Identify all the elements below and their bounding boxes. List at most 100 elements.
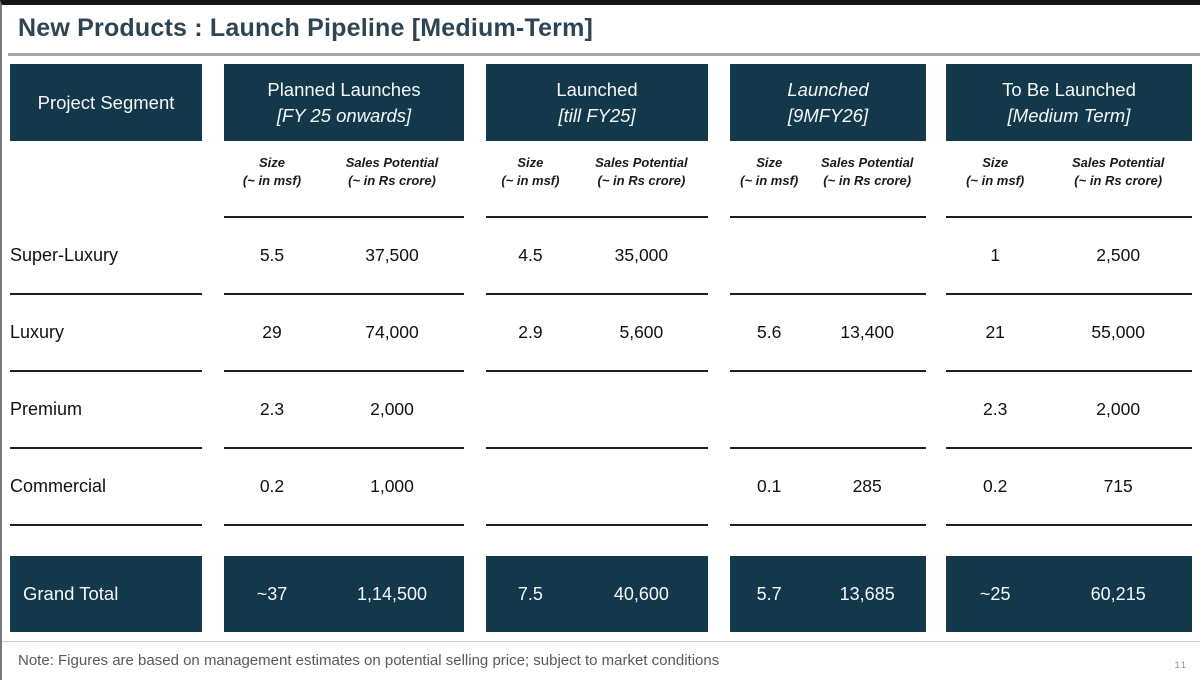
grand-total-row: Grand Total ~37 1,14,500 7.5 40,600 5.7 … — [2, 556, 1200, 632]
segment-cell: Commercial — [10, 449, 202, 526]
table-header-row: Project Segment Planned Launches [FY 25 … — [2, 64, 1200, 141]
header-planned-launches: Planned Launches [FY 25 onwards] — [224, 64, 464, 141]
sales-value: 55,000 — [1091, 322, 1145, 342]
size-value: 0.2 — [983, 476, 1008, 496]
size-value — [486, 372, 575, 447]
size-value — [730, 218, 808, 293]
value-group: 21 55,000 — [946, 295, 1192, 372]
size-value: 4.5 — [518, 245, 543, 265]
subheader-size: Size (~ in msf) — [740, 154, 799, 188]
value-group: 2.9 5,600 — [486, 295, 708, 372]
value-group — [486, 449, 708, 526]
table-row: Luxury 29 74,000 2.9 5,600 5.6 13,400 21… — [2, 295, 1200, 372]
header-line1: Launched — [556, 78, 638, 100]
header-line1: Planned Launches — [267, 78, 421, 100]
subheader-group: Size (~ in msf) Sales Potential (~ in Rs… — [224, 141, 464, 218]
value-group: 5.6 13,400 — [730, 295, 926, 372]
size-total: 5.7 — [756, 583, 782, 604]
value-group: 0.1 285 — [730, 449, 926, 526]
size-value: 1 — [990, 245, 1001, 265]
segment-cell: Super-Luxury — [10, 218, 202, 295]
value-group — [486, 372, 708, 449]
subheader-group: Size (~ in msf) Sales Potential (~ in Rs… — [730, 141, 926, 218]
header-line2: [till FY25] — [558, 104, 636, 126]
size-total: ~25 — [979, 583, 1011, 604]
size-value: 29 — [262, 322, 282, 342]
subheader-group: Size (~ in msf) Sales Potential (~ in Rs… — [486, 141, 708, 218]
value-group: 1 2,500 — [946, 218, 1192, 295]
value-group: 2.3 2,000 — [946, 372, 1192, 449]
subheader-sales-potential: Sales Potential (~ in Rs crore) — [345, 154, 439, 188]
sales-total: 13,685 — [839, 583, 895, 604]
table-row: Super-Luxury 5.5 37,500 4.5 35,000 1 2,5… — [2, 218, 1200, 295]
sales-total: 1,14,500 — [356, 583, 428, 604]
grand-total-group: ~25 60,215 — [946, 556, 1192, 632]
sales-value: 13,400 — [840, 322, 894, 342]
header-line2: [Medium Term] — [1007, 104, 1131, 126]
header-line1: Launched — [787, 78, 869, 100]
header-line1: To Be Launched — [1002, 78, 1136, 100]
segment-cell: Luxury — [10, 295, 202, 372]
subheader-sales-potential: Sales Potential (~ in Rs crore) — [1071, 154, 1165, 188]
sales-value: 35,000 — [614, 245, 669, 265]
subheader-sales-potential: Sales Potential (~ in Rs crore) — [595, 154, 688, 188]
sales-value: 2,000 — [1096, 399, 1141, 419]
header-label: Project Segment — [37, 91, 175, 113]
size-total: ~37 — [256, 583, 288, 604]
sales-value — [808, 372, 926, 447]
sales-value — [808, 218, 926, 293]
value-group — [730, 372, 926, 449]
header-launched-9mfy26: Launched [9MFY26] — [730, 64, 926, 141]
grand-total-group: 5.7 13,685 — [730, 556, 926, 632]
grand-total-label: Grand Total — [10, 556, 202, 632]
subheader-sales-potential: Sales Potential (~ in Rs crore) — [820, 154, 914, 188]
sales-value: 285 — [852, 476, 882, 496]
subheader-size: Size (~ in msf) — [966, 154, 1025, 188]
page-title: New Products : Launch Pipeline [Medium-T… — [18, 14, 594, 42]
value-group: 0.2 715 — [946, 449, 1192, 526]
size-value — [486, 449, 575, 524]
size-value: 0.1 — [757, 476, 782, 496]
size-value: 5.5 — [259, 245, 285, 265]
sales-value — [575, 449, 708, 524]
value-group: 2.3 2,000 — [224, 372, 464, 449]
size-value: 5.6 — [757, 322, 782, 342]
value-group: 4.5 35,000 — [486, 218, 708, 295]
header-line2: [FY 25 onwards] — [276, 104, 412, 126]
value-group: 5.5 37,500 — [224, 218, 464, 295]
header-line2: [9MFY26] — [787, 104, 869, 126]
table-row: Commercial 0.2 1,000 0.1 285 0.2 715 — [2, 449, 1200, 526]
sales-total: 60,215 — [1090, 583, 1146, 604]
sales-value — [575, 372, 708, 447]
footer: Note: Figures are based on management es… — [2, 641, 1200, 669]
header-to-be-launched: To Be Launched [Medium Term] — [946, 64, 1192, 141]
size-value: 2.3 — [983, 399, 1008, 419]
page-number: 11 — [1174, 660, 1188, 670]
sales-value: 5,600 — [619, 322, 664, 342]
subheader-group: Size (~ in msf) Sales Potential (~ in Rs… — [946, 141, 1192, 218]
size-value: 2.9 — [518, 322, 543, 342]
footnote: Note: Figures are based on management es… — [18, 652, 720, 669]
size-total: 7.5 — [517, 583, 543, 604]
segment-cell: Premium — [10, 372, 202, 449]
sales-value: 74,000 — [365, 322, 419, 342]
size-value: 0.2 — [259, 476, 285, 496]
size-value: 21 — [985, 322, 1005, 342]
sales-value: 1,000 — [370, 476, 414, 496]
header-launched-till-fy25: Launched [till FY25] — [486, 64, 708, 141]
value-group — [730, 218, 926, 295]
grand-total-group: 7.5 40,600 — [486, 556, 708, 632]
sales-total: 40,600 — [613, 583, 669, 604]
value-group: 0.2 1,000 — [224, 449, 464, 526]
grand-total-group: ~37 1,14,500 — [224, 556, 464, 632]
table-row: Premium 2.3 2,000 2.3 2,000 — [2, 372, 1200, 449]
table-subheader-row: Size (~ in msf) Sales Potential (~ in Rs… — [2, 141, 1200, 218]
sales-value: 37,500 — [365, 245, 419, 265]
subheader-size: Size (~ in msf) — [242, 154, 302, 188]
size-value: 2.3 — [259, 399, 285, 419]
value-group: 29 74,000 — [224, 295, 464, 372]
header-project-segment: Project Segment — [10, 64, 202, 141]
subheader-size: Size (~ in msf) — [501, 154, 560, 188]
title-divider — [8, 53, 1200, 56]
